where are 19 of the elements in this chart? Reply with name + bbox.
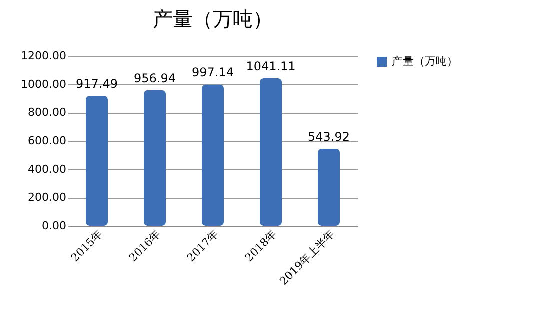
y-tick-label: 400.00 <box>28 162 66 176</box>
y-tick-label: 1000.00 <box>21 78 66 91</box>
data-label: 997.14 <box>192 66 234 80</box>
bar <box>202 84 224 226</box>
bar <box>86 96 108 226</box>
data-label: 1041.11 <box>246 60 296 74</box>
bar <box>260 78 282 226</box>
y-tick-label: 1200.00 <box>21 50 66 62</box>
data-label: 543.92 <box>308 130 350 144</box>
bar <box>144 90 166 226</box>
chart-title: 产量（万吨） <box>153 7 273 31</box>
y-tick-label: 0.00 <box>42 220 66 232</box>
data-label: 917.49 <box>76 77 118 92</box>
y-tick-label: 600.00 <box>28 134 66 148</box>
y-tick-label: 200.00 <box>28 191 66 204</box>
legend-label: 产量（万吨） <box>392 55 458 68</box>
data-label: 956.94 <box>134 71 176 86</box>
y-tick-label: 800.00 <box>28 106 66 120</box>
bar <box>318 148 340 226</box>
